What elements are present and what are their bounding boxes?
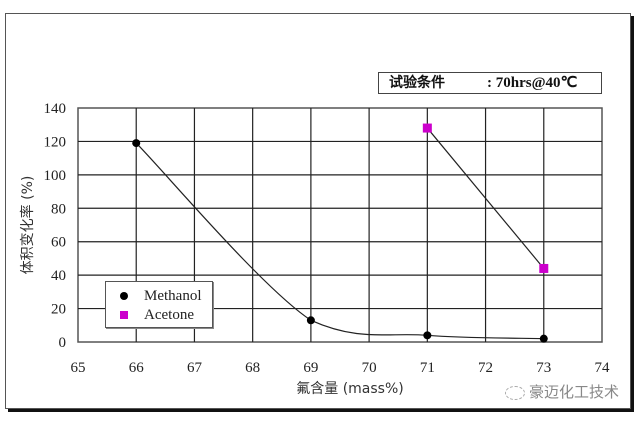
circle-marker-icon [120, 292, 128, 300]
y-axis-title: 体积变化率 (%) [19, 176, 36, 275]
x-tick-label: 69 [303, 360, 318, 376]
y-tick-label: 100 [44, 168, 67, 184]
data-point-acetone [422, 123, 432, 133]
x-tick-label: 65 [71, 360, 86, 376]
test-condition-value: : 70hrs@40℃ [487, 75, 578, 91]
data-point-methanol [132, 139, 141, 148]
y-tick-label: 40 [51, 268, 66, 284]
test-condition-box: 试验条件 : 70hrs@40℃ [378, 72, 602, 94]
x-tick-label: 71 [420, 360, 435, 376]
watermark: 豪迈化工技术 [505, 381, 619, 402]
y-tick-label: 0 [59, 335, 67, 351]
data-point-methanol [306, 316, 315, 325]
data-point-methanol [423, 331, 432, 340]
x-tick-label: 74 [595, 360, 611, 376]
x-tick-label: 67 [187, 360, 203, 376]
x-tick-label: 68 [245, 360, 260, 376]
y-tick-label: 80 [51, 201, 66, 217]
series-line-methanol [135, 142, 544, 340]
x-tick-label: 66 [129, 360, 145, 376]
y-tick-label: 60 [51, 235, 66, 251]
y-tick-label: 140 [44, 101, 67, 117]
test-condition-label: 试验条件 [389, 75, 445, 91]
data-point-acetone [539, 263, 549, 273]
y-tick-label: 120 [44, 134, 67, 150]
square-marker-icon [120, 311, 128, 319]
legend: Methanol Acetone [105, 281, 213, 328]
series-line-acetone [426, 127, 545, 269]
x-axis-title: 氟含量 (mass%) [296, 381, 403, 397]
x-tick-label: 73 [536, 360, 551, 376]
data-point-methanol [539, 334, 548, 343]
wechat-logo-icon [505, 385, 525, 400]
x-tick-label: 72 [478, 360, 493, 376]
y-tick-label: 20 [51, 302, 66, 318]
x-tick-label: 70 [362, 360, 377, 376]
